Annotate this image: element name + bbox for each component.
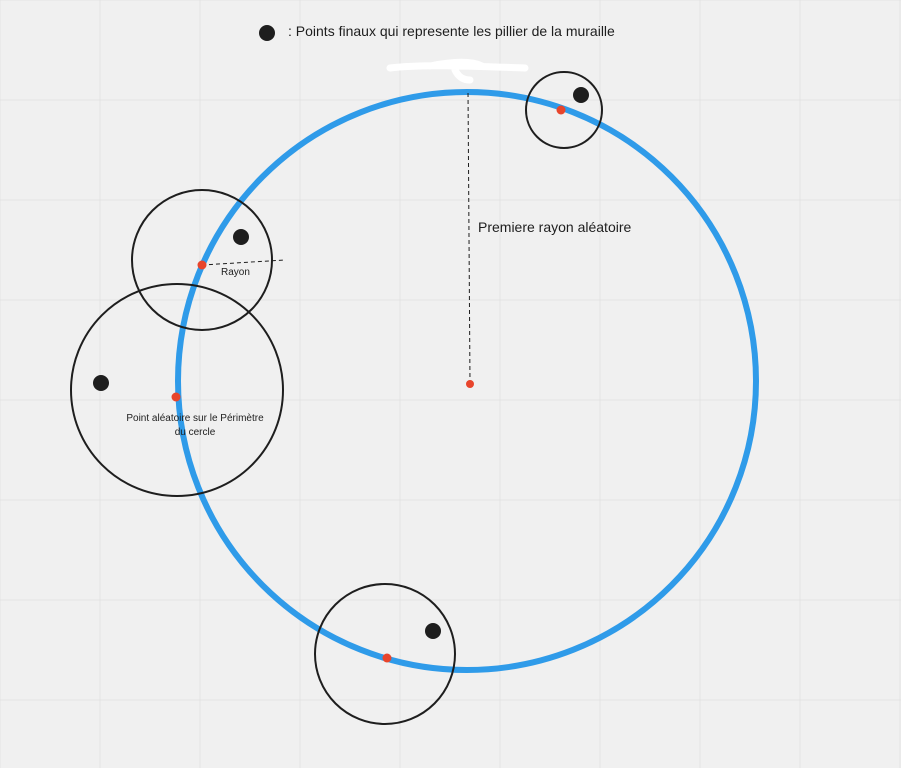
legend-dot <box>259 25 275 41</box>
legend-text: : Points finaux qui represente les pilli… <box>288 23 615 39</box>
perimeter-point-label: Point aléatoire sur le Périmètre du cerc… <box>126 413 264 438</box>
random-point-top-right <box>556 105 566 115</box>
main-radius-label: Premiere rayon aléatoire <box>478 219 632 235</box>
helper-circle-top-right <box>525 71 603 149</box>
white-scribble <box>386 58 529 84</box>
random-point-bottom <box>382 653 392 663</box>
small-radius-label: Rayon <box>221 267 250 278</box>
random-point-upper-left <box>197 260 207 270</box>
helper-circle-bottom <box>314 583 456 725</box>
main-radius-line <box>467 89 471 385</box>
pillar-point-bottom <box>425 623 441 639</box>
pillar-point-left <box>93 375 109 391</box>
helper-circle-left <box>70 283 284 497</box>
helper-circle-upper-left <box>131 189 273 331</box>
pillar-point-upper-left <box>233 229 249 245</box>
pillar-point-top-right <box>573 87 589 103</box>
random-point-left <box>171 392 181 402</box>
center-point <box>466 380 474 388</box>
main-circle <box>175 89 759 673</box>
